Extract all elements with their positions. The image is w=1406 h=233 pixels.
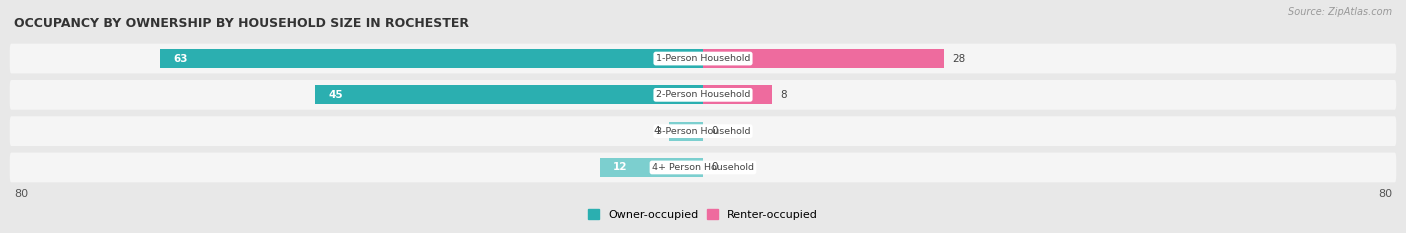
Text: 4: 4 [654, 126, 659, 136]
Text: 12: 12 [613, 162, 627, 172]
Bar [703, 49, 945, 68]
Text: 80: 80 [1378, 188, 1392, 199]
Bar [599, 158, 703, 177]
FancyBboxPatch shape [10, 153, 1396, 182]
FancyBboxPatch shape [10, 116, 1396, 146]
Bar [160, 49, 703, 68]
Legend: Owner-occupied, Renter-occupied: Owner-occupied, Renter-occupied [588, 209, 818, 220]
FancyBboxPatch shape [10, 44, 1396, 73]
Bar [669, 122, 703, 140]
Text: 4+ Person Household: 4+ Person Household [652, 163, 754, 172]
Text: 45: 45 [329, 90, 343, 100]
Text: Source: ZipAtlas.com: Source: ZipAtlas.com [1288, 7, 1392, 17]
Text: 2-Person Household: 2-Person Household [655, 90, 751, 99]
Text: 8: 8 [780, 90, 787, 100]
Bar [315, 86, 703, 104]
Text: 1-Person Household: 1-Person Household [655, 54, 751, 63]
FancyBboxPatch shape [10, 80, 1396, 110]
Text: 0: 0 [711, 126, 718, 136]
Text: 28: 28 [953, 54, 966, 64]
Text: 63: 63 [173, 54, 188, 64]
Text: OCCUPANCY BY OWNERSHIP BY HOUSEHOLD SIZE IN ROCHESTER: OCCUPANCY BY OWNERSHIP BY HOUSEHOLD SIZE… [14, 17, 470, 30]
Text: 3-Person Household: 3-Person Household [655, 127, 751, 136]
Text: 0: 0 [711, 162, 718, 172]
Bar [703, 86, 772, 104]
Text: 80: 80 [14, 188, 28, 199]
